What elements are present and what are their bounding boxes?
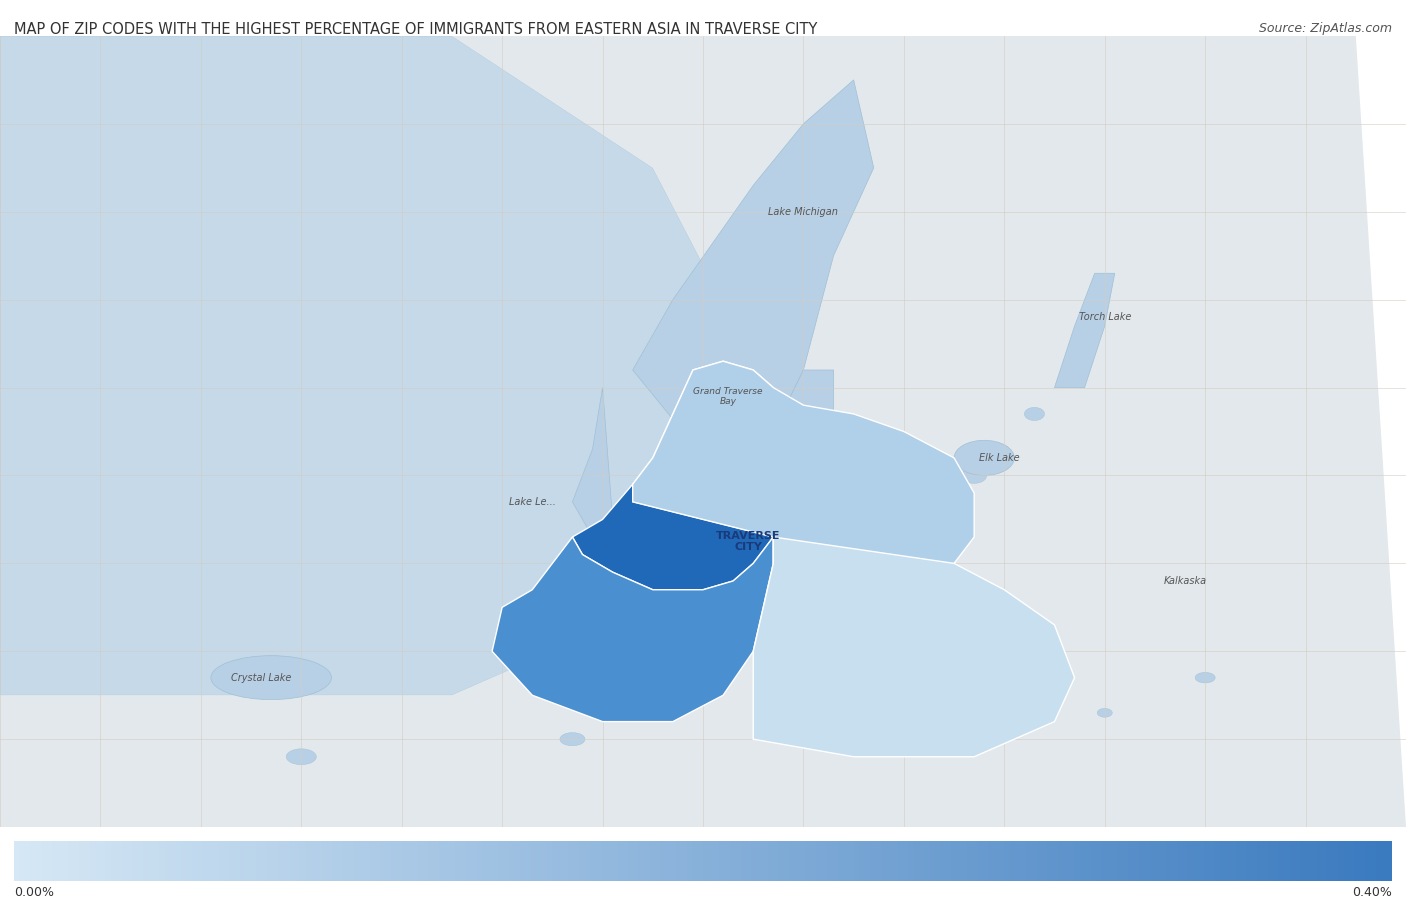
- Text: Elk Lake: Elk Lake: [979, 453, 1019, 463]
- Ellipse shape: [658, 654, 688, 667]
- Ellipse shape: [891, 734, 917, 744]
- Ellipse shape: [955, 441, 1014, 476]
- Polygon shape: [633, 361, 974, 590]
- Polygon shape: [633, 80, 873, 458]
- Polygon shape: [633, 485, 773, 537]
- Ellipse shape: [211, 655, 332, 699]
- Text: Lake Le...: Lake Le...: [509, 497, 555, 507]
- Text: Crystal Lake: Crystal Lake: [231, 672, 291, 682]
- Ellipse shape: [962, 467, 987, 484]
- Polygon shape: [733, 370, 834, 537]
- Ellipse shape: [1025, 407, 1045, 421]
- Text: Source: ZipAtlas.com: Source: ZipAtlas.com: [1258, 22, 1392, 35]
- Polygon shape: [492, 537, 773, 722]
- Polygon shape: [1054, 273, 1115, 387]
- Polygon shape: [572, 387, 613, 537]
- Text: 0.40%: 0.40%: [1353, 886, 1392, 898]
- Text: Grand Traverse
Bay: Grand Traverse Bay: [693, 387, 763, 406]
- Text: Lake Michigan: Lake Michigan: [769, 207, 838, 217]
- Polygon shape: [0, 36, 754, 695]
- Text: MAP OF ZIP CODES WITH THE HIGHEST PERCENTAGE OF IMMIGRANTS FROM EASTERN ASIA IN : MAP OF ZIP CODES WITH THE HIGHEST PERCEN…: [14, 22, 817, 38]
- Text: Torch Lake: Torch Lake: [1078, 312, 1130, 322]
- Ellipse shape: [1097, 708, 1112, 717]
- Text: 0.00%: 0.00%: [14, 886, 53, 898]
- Polygon shape: [754, 537, 1074, 757]
- Ellipse shape: [560, 733, 585, 746]
- Text: Kalkaska: Kalkaska: [1164, 576, 1206, 586]
- Polygon shape: [572, 485, 773, 590]
- Polygon shape: [633, 361, 783, 502]
- Ellipse shape: [863, 673, 884, 682]
- Text: TRAVERSE
CITY: TRAVERSE CITY: [716, 530, 780, 552]
- Ellipse shape: [287, 749, 316, 765]
- Polygon shape: [0, 36, 1406, 827]
- Ellipse shape: [1195, 672, 1215, 683]
